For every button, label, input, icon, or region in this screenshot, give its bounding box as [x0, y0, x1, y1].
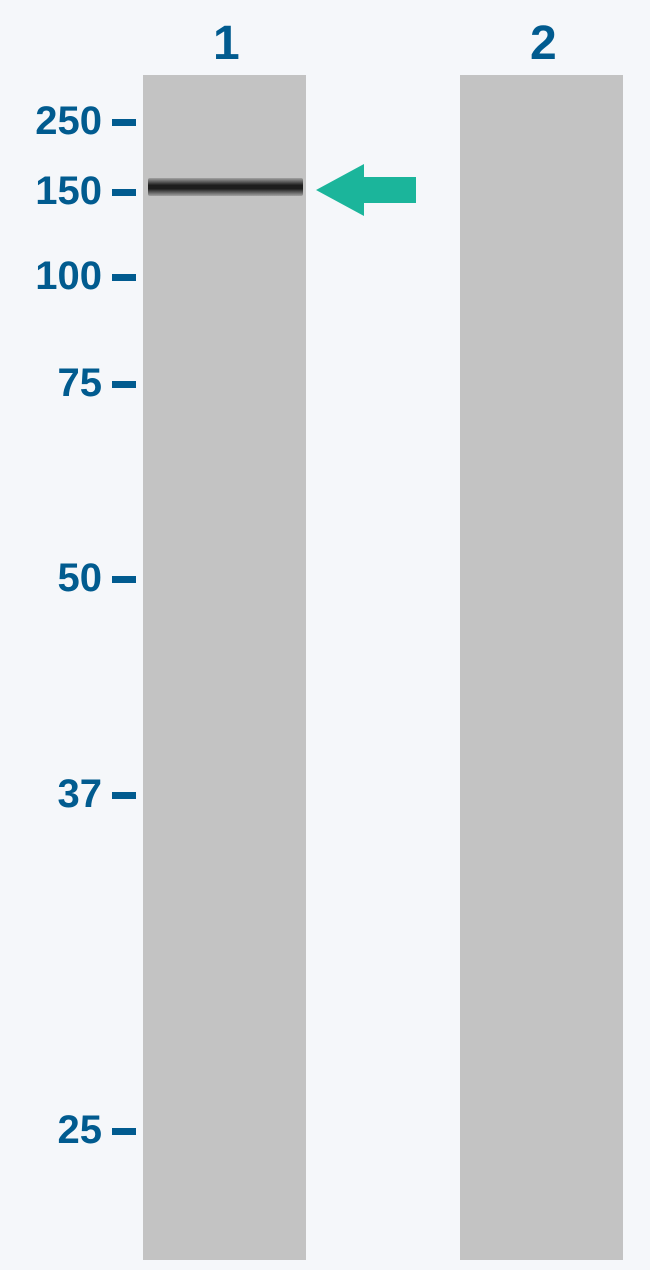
- arrow-icon: [316, 160, 426, 220]
- marker-37: 37: [58, 772, 103, 817]
- marker-50: 50: [58, 556, 103, 601]
- band-indicator-arrow: [316, 160, 426, 225]
- marker-tick-250: [112, 119, 136, 126]
- marker-tick-150: [112, 189, 136, 196]
- protein-band-1: [148, 178, 303, 196]
- marker-100: 100: [35, 254, 102, 299]
- marker-25: 25: [58, 1108, 103, 1153]
- marker-tick-25: [112, 1128, 136, 1135]
- marker-tick-75: [112, 381, 136, 388]
- lane-2-label: 2: [530, 16, 557, 71]
- blot-container: 1 2 250 150 100 75 50 37 25: [0, 0, 650, 1270]
- marker-250: 250: [35, 99, 102, 144]
- marker-150: 150: [35, 169, 102, 214]
- marker-tick-50: [112, 576, 136, 583]
- lane-1-label: 1: [213, 16, 240, 71]
- marker-75: 75: [58, 361, 103, 406]
- marker-tick-100: [112, 274, 136, 281]
- lane-1: [143, 75, 306, 1260]
- marker-tick-37: [112, 792, 136, 799]
- lane-2: [460, 75, 623, 1260]
